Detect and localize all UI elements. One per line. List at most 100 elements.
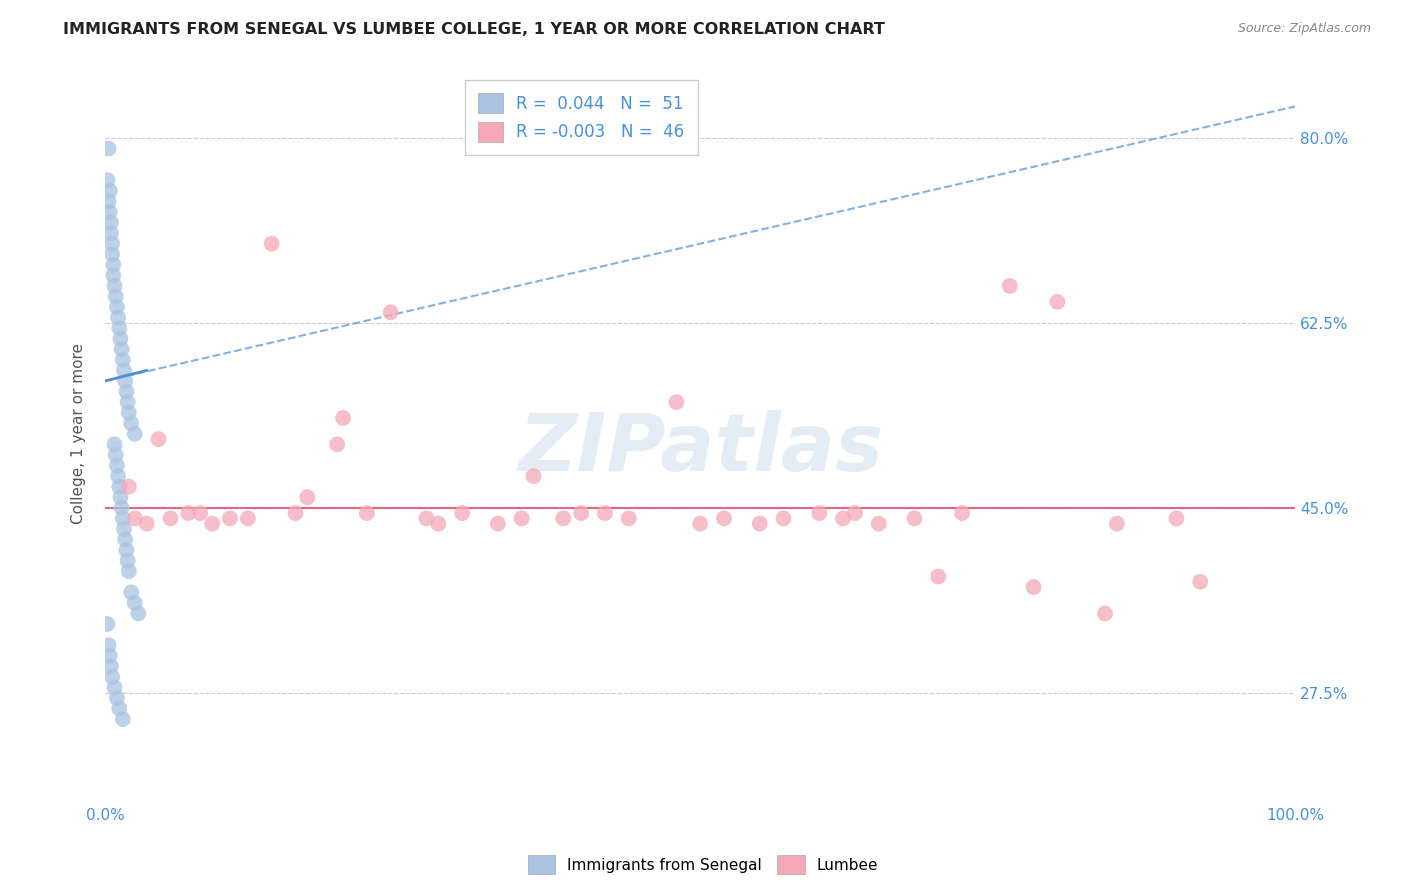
Point [111,511,134,525]
Point [111,712,134,726]
Point [105,458,128,473]
Y-axis label: College, 1 year or more: College, 1 year or more [72,343,86,524]
Point [101,247,124,261]
Point [808,506,831,520]
Point [114,533,136,547]
Point [104,448,127,462]
Point [284,506,307,520]
Point [124,511,146,525]
Point [112,522,135,536]
Point [332,411,354,425]
Point [236,511,259,525]
Point [380,305,402,319]
Point [260,236,283,251]
Point [97,142,120,156]
Point [927,569,949,583]
Point [120,417,142,431]
Text: Source: ZipAtlas.com: Source: ZipAtlas.com [1237,22,1371,36]
Point [486,516,509,531]
Point [103,268,125,283]
Point [110,490,132,504]
Point [201,516,224,531]
Point [1189,574,1212,589]
Point [98,184,121,198]
Point [103,258,125,272]
Point [108,701,131,715]
Point [105,690,128,705]
Point [124,426,146,441]
Point [553,511,575,525]
Point [101,236,124,251]
Point [1022,580,1045,594]
Point [903,511,925,525]
Point [118,564,141,578]
Point [356,506,378,520]
Text: ZIPatlas: ZIPatlas [517,409,883,488]
Point [297,490,319,504]
Point [114,374,136,388]
Legend: R =  0.044   N =  51, R = -0.003   N =  46: R = 0.044 N = 51, R = -0.003 N = 46 [464,79,697,155]
Point [107,310,129,325]
Point [112,363,135,377]
Point [111,352,134,367]
Point [713,511,735,525]
Point [219,511,242,525]
Point [950,506,973,520]
Point [868,516,890,531]
Point [832,511,855,525]
Point [326,437,349,451]
Point [177,506,200,520]
Point [522,469,544,483]
Point [124,596,146,610]
Point [117,553,139,567]
Point [1046,294,1069,309]
Point [111,343,134,357]
Point [135,516,157,531]
Point [665,395,688,409]
Point [110,332,132,346]
Point [1166,511,1188,525]
Legend: Immigrants from Senegal, Lumbee: Immigrants from Senegal, Lumbee [522,849,884,880]
Point [108,480,131,494]
Text: IMMIGRANTS FROM SENEGAL VS LUMBEE COLLEGE, 1 YEAR OR MORE CORRELATION CHART: IMMIGRANTS FROM SENEGAL VS LUMBEE COLLEG… [63,22,886,37]
Point [998,279,1021,293]
Point [1105,516,1128,531]
Point [108,321,131,335]
Point [451,506,474,520]
Point [569,506,592,520]
Point [118,406,141,420]
Point [689,516,711,531]
Point [96,617,118,632]
Point [772,511,794,525]
Point [593,506,616,520]
Point [103,279,125,293]
Point [115,543,138,558]
Point [98,648,121,663]
Point [107,469,129,483]
Point [103,681,125,695]
Point [105,300,128,314]
Point [97,194,120,209]
Point [159,511,181,525]
Point [115,384,138,399]
Point [100,215,122,229]
Point [100,659,122,673]
Point [415,511,437,525]
Point [120,585,142,599]
Point [617,511,640,525]
Point [104,289,127,303]
Point [118,480,141,494]
Point [748,516,770,531]
Point [148,432,170,446]
Point [844,506,866,520]
Point [188,506,211,520]
Point [101,670,124,684]
Point [111,500,134,515]
Point [97,638,120,652]
Point [103,437,125,451]
Point [96,173,118,187]
Point [1094,607,1116,621]
Point [510,511,533,525]
Point [117,395,139,409]
Point [427,516,450,531]
